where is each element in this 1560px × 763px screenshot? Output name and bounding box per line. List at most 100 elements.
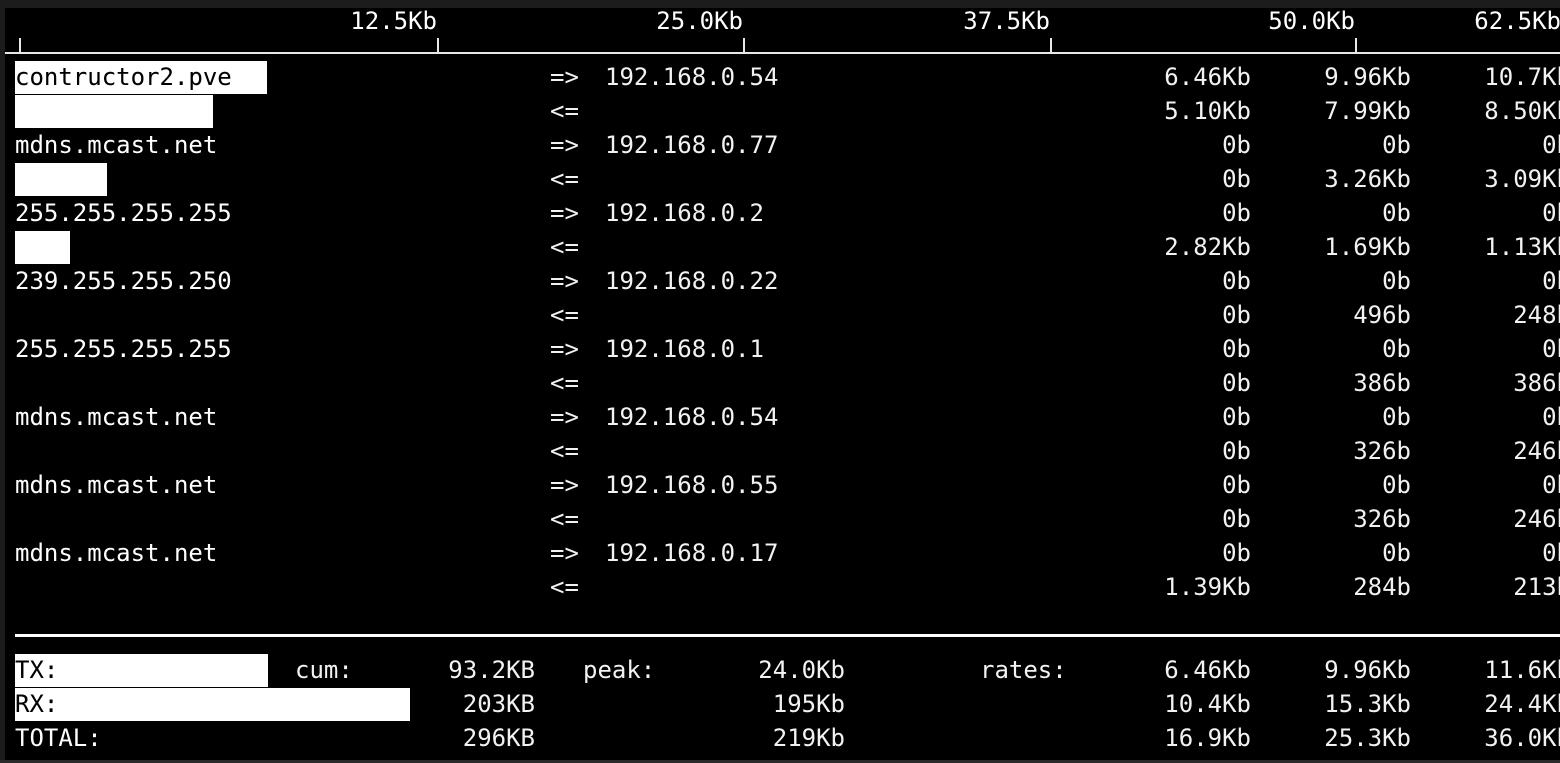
tx-rate-40s: 0b xyxy=(1542,539,1560,567)
connection-pair[interactable]: mdns.mcast.net => 192.168.0.77 0b 0b 0b <= 0b 3.… xyxy=(5,128,1560,196)
connection-rx-line[interactable]: <= 2.82Kb 1.69Kb 1.13Kb xyxy=(5,230,1560,264)
bandwidth-scale-header: 12.5Kb 25.0Kb 37.5Kb 50.0Kb 62.5Kb xyxy=(5,7,1560,60)
rx-arrow-icon: <= xyxy=(550,505,579,533)
rate-40s-value: 24.4Kb xyxy=(1484,690,1560,718)
rx-rate-2s: 0b xyxy=(1222,505,1251,533)
tx-rate-10s: 0b xyxy=(1382,267,1411,295)
tx-rate-10s: 0b xyxy=(1382,539,1411,567)
totals-footer: TX: cum: peak: rates: 93.2KB 24.0Kb 6.46Kb 9.96… xyxy=(5,653,1560,763)
rx-rate-2s: 5.10Kb xyxy=(1164,97,1251,125)
rx-rate-10s: 1.69Kb xyxy=(1324,233,1411,261)
totals-label: RX: xyxy=(15,690,59,718)
peak-value: 195Kb xyxy=(772,690,845,718)
rate-10s-value: 25.3Kb xyxy=(1324,724,1411,752)
scale-tick xyxy=(1355,38,1357,52)
rate-2s-value: 6.46Kb xyxy=(1164,656,1251,684)
rx-rate-40s: 248b xyxy=(1513,301,1560,329)
rx-arrow-icon: <= xyxy=(550,301,579,329)
peak-value: 219Kb xyxy=(772,724,845,752)
rx-rate-2s: 1.39Kb xyxy=(1164,573,1251,601)
tx-arrow-icon: => xyxy=(550,131,579,159)
connection-tx-line[interactable]: mdns.mcast.net => 192.168.0.77 0b 0b 0b xyxy=(5,128,1560,162)
tx-rate-40s: 0b xyxy=(1542,199,1560,227)
rate-2s-value: 16.9Kb xyxy=(1164,724,1251,752)
destination-host: 192.168.0.22 xyxy=(605,267,779,295)
rates-label: rates: xyxy=(980,656,1067,684)
totals-label: TOTAL: xyxy=(15,724,102,752)
connection-pair[interactable]: 255.255.255.255 => 192.168.0.2 0b 0b 0b <= 2.82… xyxy=(5,196,1560,264)
tx-rate-10s: 0b xyxy=(1382,199,1411,227)
scale-tick xyxy=(1050,38,1052,52)
tx-bandwidth-bar xyxy=(15,61,267,94)
rx-rate-2s: 2.82Kb xyxy=(1164,233,1251,261)
tx-arrow-icon: => xyxy=(550,403,579,431)
rx-rate-40s: 3.09Kb xyxy=(1484,165,1560,193)
tx-rate-10s: 9.96Kb xyxy=(1324,63,1411,91)
rx-arrow-icon: <= xyxy=(550,437,579,465)
tx-arrow-icon: => xyxy=(550,471,579,499)
connection-pair[interactable]: 255.255.255.255 => 192.168.0.1 0b 0b 0b <= 0b 38… xyxy=(5,332,1560,400)
scale-origin-tick xyxy=(19,38,21,52)
connection-rx-line[interactable]: <= 0b 326b 246b xyxy=(5,434,1560,468)
rx-arrow-icon: <= xyxy=(550,369,579,397)
tx-rate-40s: 0b xyxy=(1542,471,1560,499)
rx-rate-10s: 496b xyxy=(1353,301,1411,329)
connection-rx-line[interactable]: <= 5.10Kb 7.99Kb 8.50Kb xyxy=(5,94,1560,128)
destination-host: 192.168.0.77 xyxy=(605,131,779,159)
rx-rate-10s: 3.26Kb xyxy=(1324,165,1411,193)
rx-rate-40s: 8.50Kb xyxy=(1484,97,1560,125)
rx-arrow-icon: <= xyxy=(550,233,579,261)
rate-10s-value: 15.3Kb xyxy=(1324,690,1411,718)
rx-arrow-icon: <= xyxy=(550,97,579,125)
connection-pair[interactable]: mdns.mcast.net => 192.168.0.55 0b 0b 0b <= 0b 32… xyxy=(5,468,1560,536)
rx-rate-2s: 0b xyxy=(1222,301,1251,329)
connection-pair[interactable]: 239.255.255.250 => 192.168.0.22 0b 0b 0b <= 0b 4… xyxy=(5,264,1560,332)
totals-bar xyxy=(15,654,268,687)
connection-pair[interactable]: mdns.mcast.net => 192.168.0.54 0b 0b 0b <= 0b 32… xyxy=(5,400,1560,468)
totals-row: RX: 203KB 195Kb 10.4Kb 15.3Kb 24.4Kb xyxy=(5,687,1560,721)
scale-label: 37.5Kb xyxy=(963,7,1050,35)
connection-pair[interactable]: contructor2.pve => 192.168.0.54 6.46Kb 9.96K… xyxy=(5,60,1560,128)
tx-arrow-icon: => xyxy=(550,267,579,295)
rx-rate-40s: 1.13Kb xyxy=(1484,233,1560,261)
source-host: 239.255.255.250 xyxy=(15,267,232,295)
connection-tx-line[interactable]: 255.255.255.255 => 192.168.0.1 0b 0b 0b xyxy=(5,332,1560,366)
connection-rx-line[interactable]: <= 0b 386b 386b xyxy=(5,366,1560,400)
tx-rate-2s: 0b xyxy=(1222,267,1251,295)
tx-rate-40s: 10.7Kb xyxy=(1484,63,1560,91)
rx-arrow-icon: <= xyxy=(550,165,579,193)
connection-pair[interactable]: mdns.mcast.net => 192.168.0.17 0b 0b 0b <= 1.39… xyxy=(5,536,1560,604)
connection-rx-line[interactable]: <= 0b 3.26Kb 3.09Kb xyxy=(5,162,1560,196)
scale-tick xyxy=(437,38,439,52)
connection-rx-line[interactable]: <= 1.39Kb 284b 213b xyxy=(5,570,1560,604)
connection-rx-line[interactable]: <= 0b 326b 246b xyxy=(5,502,1560,536)
scale-label: 25.0Kb xyxy=(656,7,743,35)
connection-rx-line[interactable]: <= 0b 496b 248b xyxy=(5,298,1560,332)
destination-host: 192.168.0.1 xyxy=(605,335,764,363)
scale-label: 62.5Kb xyxy=(1474,7,1560,35)
rx-bandwidth-bar xyxy=(15,163,107,196)
source-host: contructor2.pve xyxy=(15,63,232,91)
tx-rate-40s: 0b xyxy=(1542,335,1560,363)
peak-value: 24.0Kb xyxy=(758,656,845,684)
totals-row: TOTAL: 296KB 219Kb 16.9Kb 25.3Kb 36.0Kb xyxy=(5,721,1560,755)
connection-tx-line[interactable]: mdns.mcast.net => 192.168.0.17 0b 0b 0b xyxy=(5,536,1560,570)
rx-rate-2s: 0b xyxy=(1222,437,1251,465)
connection-tx-line[interactable]: 239.255.255.250 => 192.168.0.22 0b 0b 0b xyxy=(5,264,1560,298)
connection-tx-line[interactable]: mdns.mcast.net => 192.168.0.55 0b 0b 0b xyxy=(5,468,1560,502)
totals-bar xyxy=(15,688,410,721)
connection-tx-line[interactable]: 255.255.255.255 => 192.168.0.2 0b 0b 0b xyxy=(5,196,1560,230)
footer-separator xyxy=(15,634,1560,637)
tx-arrow-icon: => xyxy=(550,63,579,91)
peak-label: peak: xyxy=(583,656,656,684)
tx-arrow-icon: => xyxy=(550,539,579,567)
rx-rate-40s: 213b xyxy=(1513,573,1560,601)
tx-rate-2s: 0b xyxy=(1222,131,1251,159)
connection-tx-line[interactable]: mdns.mcast.net => 192.168.0.54 0b 0b 0b xyxy=(5,400,1560,434)
rx-rate-10s: 7.99Kb xyxy=(1324,97,1411,125)
connection-tx-line[interactable]: contructor2.pve => 192.168.0.54 6.46Kb 9.96K… xyxy=(5,60,1560,94)
tx-rate-2s: 0b xyxy=(1222,199,1251,227)
destination-host: 192.168.0.55 xyxy=(605,471,779,499)
tx-arrow-icon: => xyxy=(550,199,579,227)
